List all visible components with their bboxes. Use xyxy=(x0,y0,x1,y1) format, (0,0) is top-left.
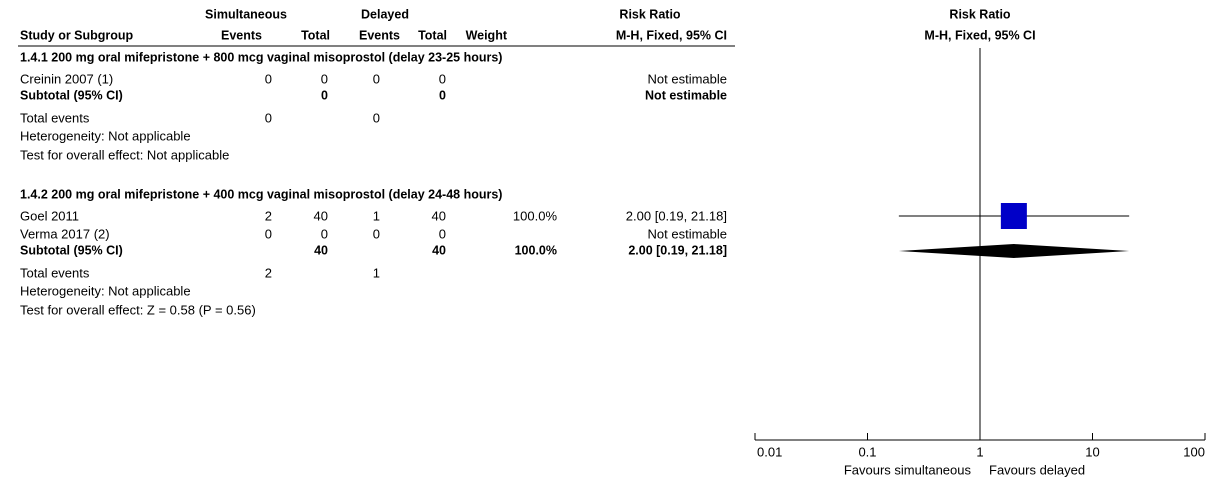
table-cell: Goel 2011 xyxy=(20,208,79,223)
x-tick-label: 1 xyxy=(976,444,983,459)
x-tick-label: 10 xyxy=(1085,444,1099,459)
column-group: Simultaneous xyxy=(205,7,287,21)
table-cell: 0 xyxy=(265,110,272,125)
x-tick-label: 0.01 xyxy=(757,444,782,459)
table-cell: 100.0% xyxy=(515,243,557,257)
column-header: M-H, Fixed, 95% CI xyxy=(616,28,727,42)
table-cell: 0 xyxy=(373,110,380,125)
favours-left: Favours simultaneous xyxy=(844,462,972,477)
table-cell: 0 xyxy=(439,226,446,241)
table-cell: Creinin 2007 (1) xyxy=(20,71,113,86)
x-tick-label: 100 xyxy=(1183,444,1205,459)
table-cell: 0 xyxy=(439,71,446,86)
column-group: Risk Ratio xyxy=(619,7,680,21)
table-cell: Subtotal (95% CI) xyxy=(20,88,123,102)
favours-right: Favours delayed xyxy=(989,462,1085,477)
table-cell: 1 xyxy=(373,265,380,280)
table-cell: 2.00 [0.19, 21.18] xyxy=(628,243,727,257)
plot-title: Risk Ratio xyxy=(949,7,1010,21)
plot-subtitle: M-H, Fixed, 95% CI xyxy=(924,28,1035,42)
table-cell: 0 xyxy=(373,226,380,241)
table-cell: 40 xyxy=(432,208,446,223)
table-cell: 1 xyxy=(373,208,380,223)
study-estimate xyxy=(1000,203,1027,229)
table-cell: Subtotal (95% CI) xyxy=(20,243,123,257)
table-cell: 0 xyxy=(321,226,328,241)
pooled-diamond xyxy=(898,244,1130,258)
table-cell: 100.0% xyxy=(513,208,558,223)
column-header: Total xyxy=(301,28,330,42)
table-cell: 2.00 [0.19, 21.18] xyxy=(626,208,727,223)
table-cell: 0 xyxy=(265,71,272,86)
table-cell: Total events xyxy=(20,110,90,125)
overall-effect: Test for overall effect: Not applicable xyxy=(20,147,229,162)
column-header: Events xyxy=(359,28,400,42)
column-header: Events xyxy=(221,28,262,42)
overall-effect: Test for overall effect: Z = 0.58 (P = 0… xyxy=(20,302,256,317)
table-cell: 2 xyxy=(265,265,272,280)
section-title: 1.4.1 200 mg oral mifepristone + 800 mcg… xyxy=(20,50,502,64)
heterogeneity: Heterogeneity: Not applicable xyxy=(20,128,191,143)
table-cell: 2 xyxy=(265,208,272,223)
table-cell: Verma 2017 (2) xyxy=(20,226,110,241)
table-cell: 0 xyxy=(321,88,328,102)
table-cell: 40 xyxy=(314,243,328,257)
section-title: 1.4.2 200 mg oral mifepristone + 400 mcg… xyxy=(20,187,502,201)
table-cell: 0 xyxy=(265,226,272,241)
column-group: Delayed xyxy=(361,7,409,21)
x-tick-label: 0.1 xyxy=(858,444,876,459)
heterogeneity: Heterogeneity: Not applicable xyxy=(20,283,191,298)
table-cell: Not estimable xyxy=(648,71,727,86)
table-cell: 40 xyxy=(314,208,328,223)
column-header: Weight xyxy=(466,28,508,42)
table-cell: 0 xyxy=(439,88,446,102)
column-header: Study or Subgroup xyxy=(20,28,134,42)
table-cell: Total events xyxy=(20,265,90,280)
table-cell: 0 xyxy=(321,71,328,86)
table-cell: 40 xyxy=(432,243,446,257)
table-cell: 0 xyxy=(373,71,380,86)
table-cell: Not estimable xyxy=(648,226,727,241)
column-header: Total xyxy=(418,28,447,42)
table-cell: Not estimable xyxy=(645,88,727,102)
